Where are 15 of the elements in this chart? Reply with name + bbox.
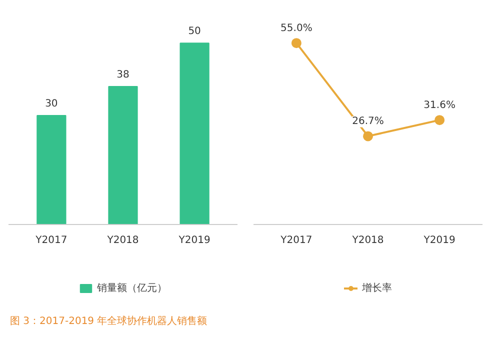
x-tick-label: Y2018 [351, 235, 384, 246]
x-tick-label: Y2017 [34, 235, 68, 246]
x-tick-label: Y2018 [106, 235, 139, 246]
caption: 图 3：2017-2019 年全球协作机器人销售额 [10, 315, 208, 329]
x-tick-label: Y2017 [280, 235, 312, 246]
data-label: 55.0% [280, 23, 312, 34]
legend-label: 销量额（亿元） [97, 282, 167, 295]
data-label: 30 [45, 98, 58, 110]
data-label: 31.6% [424, 100, 456, 112]
data-label: 26.7% [352, 116, 384, 128]
x-tick-label: Y2019 [178, 235, 210, 246]
data-label: 38 [116, 70, 130, 81]
data-label: 50 [188, 26, 201, 38]
x-tick-label: Y2019 [422, 235, 456, 246]
legend-label: 增长率 [362, 282, 392, 295]
